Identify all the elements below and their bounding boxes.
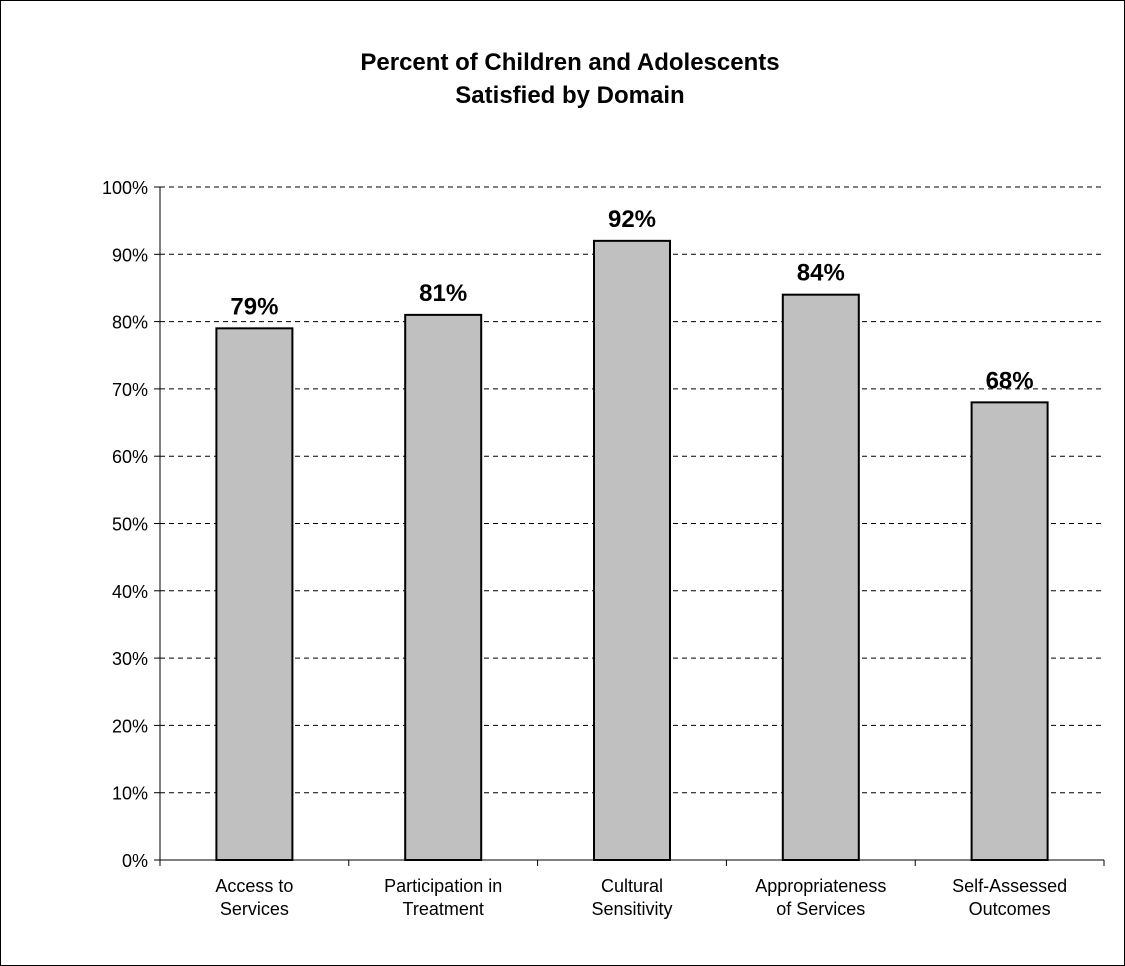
y-tick-label: 40%	[112, 582, 148, 602]
bar	[404, 313, 483, 861]
y-tick-label: 80%	[112, 313, 148, 333]
y-tick-label: 70%	[112, 380, 148, 400]
data-label: 84%	[797, 260, 845, 287]
bar	[970, 401, 1049, 861]
data-label: 79%	[230, 293, 278, 320]
x-category-label: Access to	[215, 876, 293, 896]
bar	[781, 293, 860, 861]
bar	[215, 327, 294, 861]
x-category-labels: Access to Services Participation in Treatme…	[215, 876, 1067, 919]
chart-title-line-2: Satisfied by Domain	[455, 82, 684, 109]
x-category-label: Participation in	[384, 876, 502, 896]
x-category-label: Appropriateness	[755, 876, 886, 896]
data-label: 81%	[419, 280, 467, 307]
x-category-label: of Services	[776, 899, 865, 919]
y-tick-label: 50%	[112, 515, 148, 535]
x-category-label: Cultural	[601, 876, 663, 896]
data-label: 68%	[986, 367, 1034, 394]
y-tick-label: 20%	[112, 716, 148, 736]
bars	[215, 239, 1049, 861]
data-labels: 79% 81% 92% 84% 68%	[230, 206, 1033, 395]
x-category-label: Sensitivity	[591, 899, 672, 919]
y-tick-labels: 0% 10% 20% 30% 40% 50% 60% 70% 80% 90% 100%	[102, 178, 148, 871]
bar	[593, 239, 671, 861]
y-tick-label: 30%	[112, 649, 148, 669]
y-tick-label: 0%	[122, 851, 148, 871]
x-category-label: Treatment	[403, 899, 484, 919]
y-tick-label: 100%	[102, 178, 148, 198]
y-tick-label: 10%	[112, 784, 148, 804]
chart-title-line-1: Percent of Children and Adolescents	[360, 49, 779, 76]
data-label: 92%	[608, 206, 656, 233]
x-category-label: Outcomes	[969, 899, 1051, 919]
x-category-label: Self-Assessed	[952, 876, 1067, 896]
y-tick-label: 90%	[112, 245, 148, 265]
x-category-label: Services	[220, 899, 289, 919]
y-tick-label: 60%	[112, 447, 148, 467]
